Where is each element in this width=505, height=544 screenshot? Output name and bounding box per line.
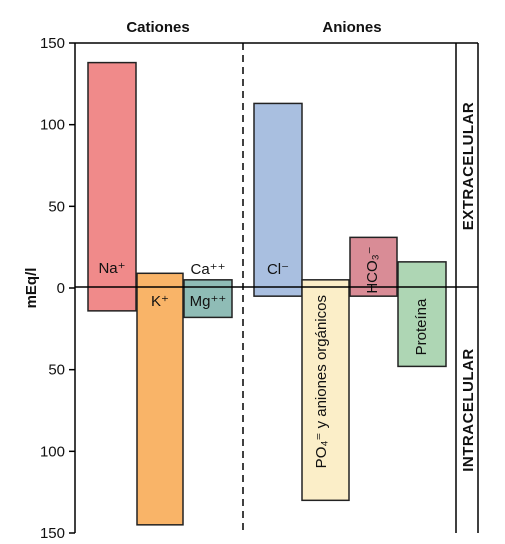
bar-7 — [397, 261, 447, 368]
y-tick-label: 0 — [57, 280, 65, 297]
bar-label-cl: Cl⁻ — [267, 261, 289, 278]
y-tick-label: 150 — [40, 35, 65, 52]
y-tick-label: 50 — [48, 198, 65, 215]
region-label-extracelular: EXTRACELULAR — [460, 102, 477, 231]
bar-label-k: K⁺ — [151, 293, 169, 310]
bar-1 — [87, 61, 137, 312]
bar-label-po4: PO₄⁼ y aniones orgánicos — [313, 295, 330, 468]
bar-label-hco3: HCO₃⁻ — [364, 246, 381, 293]
y-axis: 150 100 50 0 50 100 150 — [40, 35, 75, 542]
bars: Na⁺ K⁺ Ca⁺⁺ Mg⁺⁺ Cl⁻ PO₄⁼ y aniones orgánicos… — [87, 61, 447, 526]
bar-label-na: Na⁺ — [98, 260, 125, 277]
group-label-cationes: Cationes — [126, 19, 189, 36]
y-axis-label: mEq/l — [23, 268, 40, 309]
y-tick-label: 100 — [40, 443, 65, 460]
group-label-aniones: Aniones — [322, 19, 381, 36]
bar-3 — [183, 279, 233, 319]
y-tick-label: 150 — [40, 525, 65, 542]
region-label-intracelular: INTRACELULAR — [460, 348, 477, 472]
bar-label-mg: Mg⁺⁺ — [190, 293, 227, 310]
bar-5 — [301, 279, 350, 502]
bar-label-proteina: Proteína — [413, 298, 430, 355]
y-tick-label: 100 — [40, 117, 65, 134]
bar-label-ca: Ca⁺⁺ — [190, 261, 225, 278]
bar-2 — [136, 272, 184, 526]
bar-4 — [253, 102, 303, 297]
y-tick-label: 50 — [48, 362, 65, 379]
